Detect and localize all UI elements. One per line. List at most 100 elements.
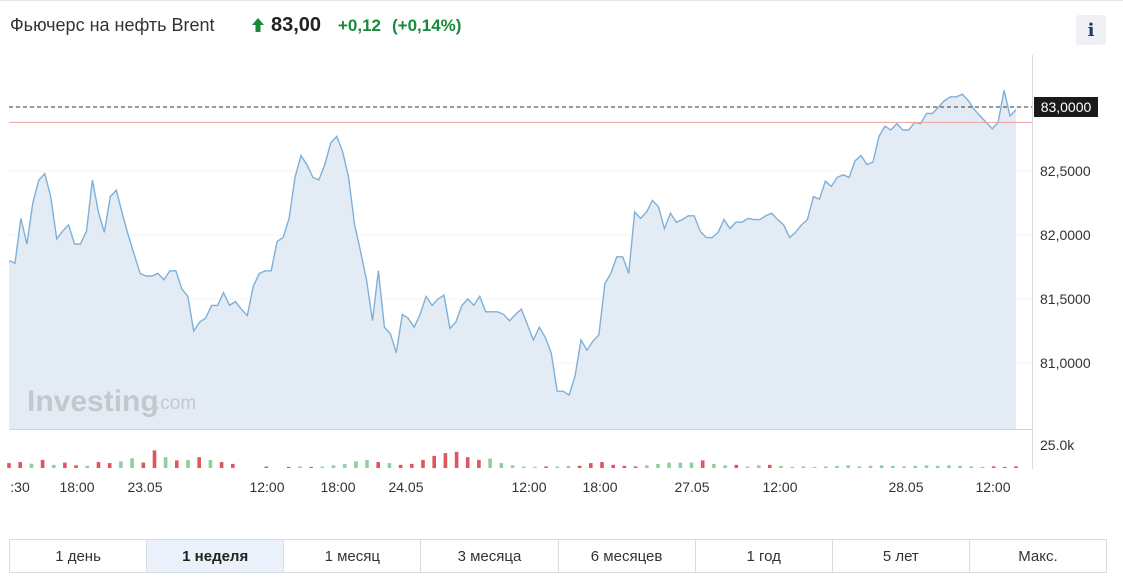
volume-bar [421, 459, 425, 468]
volume-bar [298, 466, 302, 468]
volume-bar [656, 463, 660, 468]
volume-bar [980, 466, 985, 468]
volume-bar [790, 466, 794, 468]
volume-bar [40, 459, 45, 468]
volume-bar [219, 462, 224, 468]
info-button[interactable]: i [1076, 15, 1106, 45]
volume-bar [745, 466, 750, 468]
current-price-label: 83,0000 [1041, 99, 1092, 115]
arrow-up-icon [252, 18, 264, 32]
x-tick-label: 18:00 [582, 479, 617, 495]
volume-bar [197, 457, 201, 468]
period-selector: 1 день 1 неделя 1 месяц 3 месяца 6 месяцев 1 … [9, 539, 1107, 573]
volume-bar [521, 466, 526, 468]
period-tab[interactable]: 1 неделя [147, 540, 285, 572]
period-tab[interactable]: 1 месяц [284, 540, 422, 572]
volume-bar [410, 463, 414, 468]
investing-watermark: Investing .com [27, 385, 196, 418]
volume-bar [141, 462, 146, 468]
volume-bar [1014, 466, 1018, 468]
volume-bar [533, 466, 537, 468]
volume-bar [555, 466, 560, 468]
x-tick-label: 12:00 [511, 479, 546, 495]
watermark-brand: Investing [27, 385, 159, 418]
x-tick-label: 12:00 [975, 479, 1010, 495]
volume-bar [354, 461, 358, 469]
x-tick-label: 24.05 [388, 479, 423, 495]
volume-bar [689, 462, 694, 468]
x-tick-label: 18:00 [59, 479, 94, 495]
x-axis: :30 18:00 23.05 12:00 18:00 24.05 12:00 18:00 27… [10, 479, 1010, 495]
volume-bar [700, 460, 705, 468]
volume-bar [510, 465, 515, 468]
period-tab[interactable]: 1 день [10, 540, 148, 572]
period-tab[interactable]: 5 лет [832, 540, 970, 572]
volume-tick-label: 25.0k [1040, 437, 1075, 453]
volume-bar [331, 465, 336, 468]
x-tick-label: 18:00 [320, 479, 355, 495]
price-change-percent: (+0,14%) [392, 16, 462, 35]
volume-bar [488, 458, 492, 468]
volume-bar [18, 462, 22, 468]
volume-bar [645, 465, 649, 468]
volume-bar [152, 450, 157, 468]
volume-bar [208, 459, 213, 468]
y-tick-label: 82,5000 [1040, 163, 1091, 179]
current-price-box: 83,0000 [1034, 97, 1098, 117]
volume-bars [7, 450, 1018, 469]
volume-bar [891, 465, 895, 468]
volume-bar [63, 462, 67, 468]
x-tick-label: 12:00 [249, 479, 284, 495]
volume-bar [52, 464, 56, 468]
volume-bar [801, 466, 806, 468]
y-axis: 82,5000 82,0000 81,5000 81,0000 [1040, 163, 1091, 371]
volume-bar [85, 465, 90, 468]
volume-bar [1003, 466, 1007, 468]
volume-bar [577, 465, 582, 468]
volume-bar [231, 463, 235, 468]
volume-bar [600, 462, 604, 468]
price-area [9, 90, 1016, 430]
volume-bar [779, 465, 783, 468]
volume-bar [96, 462, 101, 468]
volume-bar [432, 455, 436, 469]
period-tab[interactable]: 1 год [695, 540, 833, 572]
volume-bar [566, 465, 571, 468]
volume-bar [756, 465, 761, 468]
period-tab[interactable]: Макс. [969, 540, 1106, 572]
period-tab[interactable]: 3 месяца [421, 540, 559, 572]
volume-bar [678, 462, 683, 468]
volume-bar [7, 463, 11, 468]
volume-bar [622, 465, 627, 468]
volume-bar [812, 466, 817, 468]
volume-bar [264, 466, 269, 468]
volume-bar [499, 463, 504, 468]
x-tick-label: 27.05 [674, 479, 709, 495]
volume-bar [107, 463, 112, 468]
y-tick-label: 82,0000 [1040, 227, 1091, 243]
volume-bar [443, 453, 448, 468]
volume-bar [947, 465, 951, 468]
volume-bar [589, 463, 593, 468]
volume-bar [768, 464, 772, 468]
volume-bar [376, 462, 380, 468]
volume-bar [857, 466, 862, 468]
volume-bar [824, 466, 828, 468]
volume-bar [398, 464, 403, 468]
volume-bar [454, 451, 459, 468]
volume-bar [186, 459, 190, 468]
last-price: 83,00 [271, 14, 322, 36]
price-chart[interactable]: Investing .com 83,0000 82,5000 82,0000 81,… [0, 50, 1123, 500]
volume-bar [935, 465, 940, 468]
period-tab[interactable]: 6 месяцев [558, 540, 696, 572]
volume-bar [902, 466, 906, 468]
volume-bar [991, 466, 996, 468]
quote-header: Фьючерс на нефть Brent 83,00 +0,12 (+0,1… [0, 0, 1123, 50]
volume-bar [465, 457, 470, 468]
x-tick-label: 28.05 [888, 479, 923, 495]
volume-bar [734, 464, 739, 468]
volume-bar [611, 464, 615, 468]
volume-bar [309, 466, 313, 468]
info-icon: i [1087, 19, 1095, 41]
instrument-title: Фьючерс на нефть Brent [10, 15, 215, 35]
